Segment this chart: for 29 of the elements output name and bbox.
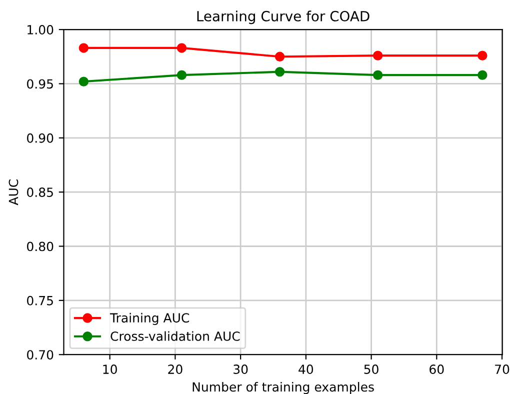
point [274,52,285,62]
x-tick-label: 10 [103,364,117,374]
legend-label: Training AUC [110,312,190,325]
y-tick-label: 0.70 [27,350,54,360]
chart-title: Learning Curve for COAD [197,10,370,24]
y-tick-label: 0.80 [27,242,54,252]
point [274,66,285,77]
point [176,43,187,53]
legend-label: Cross-validation AUC [110,331,240,341]
y-tick-label: 0.95 [27,79,53,89]
x-tick-label: 50 [364,364,378,374]
x-tick-label: 20 [168,364,182,374]
x-axis-title: Number of training examples [192,382,374,394]
y-tick-label: 1.00 [28,25,54,34]
point [78,76,89,86]
x-tick-label: 60 [430,364,444,374]
x-tick-label: 40 [298,364,314,374]
y-tick-label: 0.90 [27,133,54,143]
point [478,50,488,60]
x-tick-label: 30 [234,364,248,374]
y-tick-label: 0.85 [27,188,53,197]
x-tick-label: 70 [495,364,510,374]
point [78,43,89,53]
y-tick-label: 0.75 [27,296,53,306]
point [372,50,383,60]
point [372,70,383,80]
y-axis-title: AUC [8,180,18,206]
point [176,70,187,80]
point [478,70,488,80]
